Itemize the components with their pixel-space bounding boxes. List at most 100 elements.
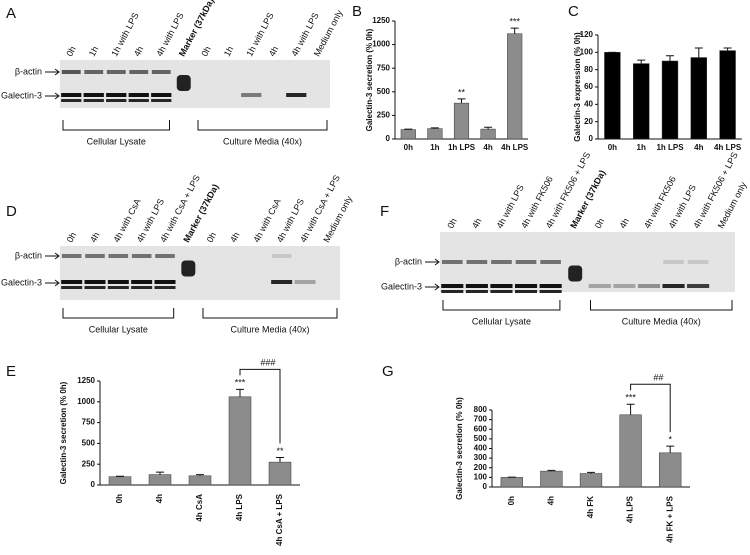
y-tick-label: 800 [474, 405, 488, 414]
error-bar [156, 471, 164, 475]
galectin-band [441, 284, 464, 288]
error-bar [276, 457, 284, 463]
actin-band [108, 254, 129, 258]
y-tick-label: 60 [584, 82, 593, 91]
bar [108, 476, 132, 486]
bracket [239, 368, 281, 444]
bar [453, 102, 470, 140]
galectin-band [131, 280, 153, 284]
x-tick-label: 4h [694, 143, 703, 152]
galectin-band [241, 93, 262, 97]
y-tick-label: 500 [377, 87, 391, 96]
bar [480, 128, 496, 140]
error-bar [666, 445, 675, 453]
galectin-band [84, 280, 106, 284]
y-tick-label: 100 [580, 47, 594, 56]
actin-band [271, 254, 292, 258]
y-tick-label: 1000 [77, 397, 95, 406]
marker-band [176, 75, 191, 91]
error-bar [484, 126, 493, 130]
error-bar [196, 474, 204, 476]
marker-band [568, 265, 583, 282]
error-bar [666, 55, 674, 61]
y-axis-label: Galectin-3 secretion (% 0h) [455, 397, 464, 500]
galectin-band [83, 93, 104, 97]
bar [719, 50, 736, 140]
y-tick-label: 750 [377, 63, 391, 72]
group-bracket [62, 308, 175, 319]
y-tick-label: 500 [82, 439, 96, 448]
band-arrow-head [434, 283, 440, 291]
bar [228, 396, 252, 486]
actin-band [129, 70, 149, 74]
y-axis-label: Galectin-3 expression (% 0h) [573, 32, 582, 142]
error-bar [626, 403, 635, 415]
panel-letter: D [6, 203, 17, 220]
x-tick-label: 0h [507, 496, 516, 505]
galectin-band [539, 290, 562, 293]
y-axis-label: Galectin-3 secretion (% 0h) [59, 381, 68, 484]
galectin-band [131, 286, 153, 289]
y-tick-label: 1250 [372, 16, 390, 25]
band-label: β-actin [15, 250, 42, 260]
group-bracket [590, 300, 733, 311]
significance: *** [235, 378, 246, 388]
galectin-band [514, 284, 538, 288]
x-tick-label: 4h LPS [235, 493, 244, 521]
galectin-band [61, 93, 82, 97]
x-tick-label: 1h [637, 143, 646, 152]
galectin-band [61, 280, 83, 284]
x-tick-label: 4h FK + LPS [665, 495, 674, 543]
actin-band [151, 70, 171, 74]
bracket [630, 383, 671, 433]
y-tick-label: 120 [580, 30, 594, 39]
y-tick-label: 200 [474, 463, 488, 472]
blot-background [440, 232, 735, 292]
lane-label: 1h [87, 45, 101, 59]
x-tick-label: 0h [404, 143, 413, 152]
lane-label: 0h [65, 231, 79, 245]
y-tick-label: 100 [474, 472, 488, 481]
actin-band [155, 254, 175, 258]
bar [633, 63, 650, 140]
actin-band [84, 70, 104, 74]
x-tick-label: 4h CsA [195, 494, 204, 522]
x-tick-label: 4h FK [586, 496, 595, 518]
error-bar [587, 471, 595, 474]
group-bracket [442, 300, 561, 311]
galectin-band [441, 290, 464, 293]
x-tick-label: 4h [547, 496, 556, 505]
galectin-band [154, 286, 176, 289]
galectin-band [106, 93, 127, 97]
actin-band [106, 70, 126, 74]
actin-band [466, 260, 488, 264]
bar [661, 60, 679, 140]
lane-label: 0h [199, 45, 213, 59]
bar [400, 129, 416, 140]
bar [604, 52, 621, 140]
significance: * [668, 434, 672, 444]
error-bar [547, 469, 556, 472]
galectin-band [61, 99, 82, 102]
lane-label: 0h [205, 231, 219, 245]
x-tick-label: 4h LPS [626, 495, 635, 523]
actin-band [61, 254, 82, 258]
lane-label: 4h [228, 231, 242, 245]
bar [427, 128, 443, 140]
blot-background [60, 60, 330, 108]
band-label: Galectin-3 [1, 277, 42, 287]
panel-letter: B [352, 3, 362, 20]
actin-band [540, 260, 561, 264]
x-tick-label: 0h [115, 494, 124, 503]
bracket-label: ### [260, 358, 275, 368]
error-bar [694, 47, 703, 58]
lane-label: 4h [470, 217, 484, 231]
bracket-label: ## [653, 373, 663, 383]
galectin-band [151, 99, 172, 102]
actin-band [491, 260, 512, 264]
galectin-band [128, 93, 149, 97]
lane-label: 0h [445, 217, 459, 231]
galectin-band [662, 284, 685, 288]
y-tick-label: 1000 [372, 40, 390, 49]
